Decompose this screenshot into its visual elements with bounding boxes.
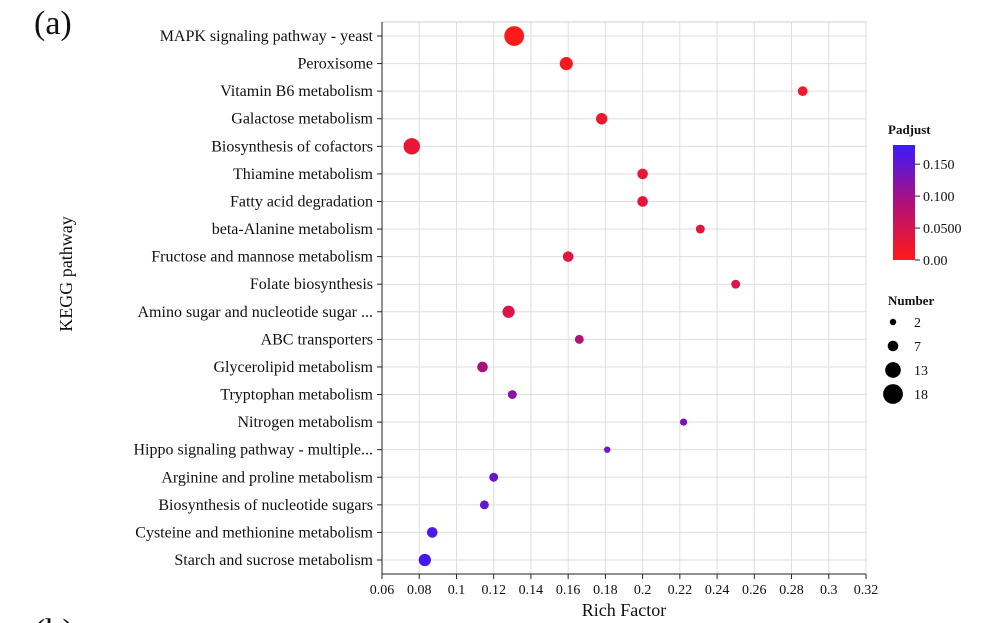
- data-point: [403, 138, 421, 155]
- data-point: [418, 553, 431, 567]
- x-tick-label: 0.28: [779, 583, 804, 598]
- vertical-gridlines: [381, 22, 867, 574]
- pathway-label: Galactose metabolism: [231, 111, 373, 128]
- data-points: [403, 26, 808, 567]
- x-axis-ticks: [381, 574, 867, 579]
- pathway-label: Fructose and mannose metabolism: [151, 249, 373, 266]
- x-axis-title: Rich Factor: [582, 600, 666, 620]
- size-legend-dot: [887, 340, 899, 352]
- pathway-label: Folate biosynthesis: [250, 276, 373, 293]
- data-point: [574, 334, 584, 344]
- data-point: [489, 472, 499, 482]
- pathway-label: Amino sugar and nucleotide sugar ...: [138, 304, 374, 321]
- x-tick-label: 0.12: [481, 583, 506, 598]
- size-legend-title: Number: [888, 293, 934, 308]
- pathway-label: Nitrogen metabolism: [237, 414, 373, 431]
- number-size-legend: Number 2 7 13 18: [883, 293, 934, 404]
- x-tick-label: 0.2: [634, 583, 652, 598]
- size-legend-label: 2: [914, 316, 921, 331]
- size-legend-dot: [889, 318, 897, 326]
- size-legend-label: 7: [914, 340, 921, 355]
- color-legend-tick-label: 0.00: [923, 254, 948, 269]
- data-point: [797, 86, 808, 97]
- data-point: [559, 57, 573, 71]
- x-axis: 0.06 0.08 0.1 0.12 0.14 0.16 0.18 0.2 0.22 0.24 0.…: [370, 573, 879, 598]
- pathway-label: Thiamine metabolism: [233, 166, 374, 183]
- pathway-label: Starch and sucrose metabolism: [174, 552, 373, 569]
- pathway-label: Tryptophan metabolism: [220, 387, 373, 404]
- x-tick-label: 0.16: [556, 583, 581, 598]
- pathway-label: Biosynthesis of cofactors: [211, 138, 373, 155]
- data-point: [502, 305, 515, 318]
- x-tick-label: 0.14: [519, 583, 544, 598]
- data-point: [679, 418, 688, 426]
- size-legend-items: 2 7 13 18: [883, 316, 928, 404]
- color-legend-ticks: 0.00 0.0500 0.100 0.150: [915, 158, 962, 269]
- y-axis-ticks: [377, 35, 382, 561]
- pathway-label: Fatty acid degradation: [230, 193, 373, 210]
- pathway-label: beta-Alanine metabolism: [212, 221, 374, 238]
- x-tick-label: 0.32: [854, 583, 879, 598]
- y-axis-title: KEGG pathway: [56, 216, 76, 331]
- pathway-label: Vitamin B6 metabolism: [220, 83, 373, 100]
- color-legend-tick-label: 0.0500: [923, 222, 962, 237]
- size-legend-label: 13: [914, 364, 928, 379]
- panel-label: (a): [34, 5, 72, 42]
- x-tick-label: 0.24: [705, 583, 730, 598]
- data-point: [426, 527, 438, 538]
- data-point: [637, 196, 648, 207]
- plot-frame: [381, 21, 867, 575]
- data-point: [477, 361, 488, 373]
- x-axis-tick-labels: 0.06 0.08 0.1 0.12 0.14 0.16 0.18 0.2 0.22 0.24 0.…: [370, 583, 879, 598]
- x-tick-label: 0.3: [820, 583, 838, 598]
- plot-area: [381, 21, 867, 575]
- data-point: [731, 279, 741, 289]
- x-tick-label: 0.22: [668, 583, 693, 598]
- size-legend-dot: [885, 362, 901, 378]
- pathway-label: ABC transporters: [261, 331, 373, 348]
- y-axis: MAPK signaling pathway - yeast Peroxisome…: [133, 22, 383, 574]
- data-point: [504, 26, 525, 46]
- next-panel-label-fragment: (b): [34, 613, 74, 623]
- data-point: [695, 224, 705, 234]
- color-legend-tick-label: 0.150: [923, 158, 955, 173]
- pathway-label: Glycerolipid metabolism: [213, 359, 373, 376]
- data-point: [562, 251, 574, 262]
- horizontal-gridlines: [382, 35, 866, 561]
- pathway-label: Hippo signaling pathway - multiple...: [133, 442, 373, 459]
- data-point: [507, 390, 517, 399]
- size-legend-dot: [883, 384, 903, 404]
- x-tick-label: 0.06: [370, 583, 395, 598]
- x-tick-label: 0.08: [407, 583, 432, 598]
- x-tick-label: 0.26: [742, 583, 767, 598]
- data-point: [604, 446, 611, 453]
- data-point: [479, 500, 489, 510]
- pathway-label: Biosynthesis of nucleotide sugars: [158, 497, 373, 514]
- pathway-label: Cysteine and methionine metabolism: [135, 524, 373, 541]
- x-tick-label: 0.18: [593, 583, 618, 598]
- color-legend-title: Padjust: [888, 122, 931, 137]
- data-point: [595, 113, 608, 125]
- color-legend-tick-label: 0.100: [923, 190, 955, 205]
- y-axis-category-labels: MAPK signaling pathway - yeast Peroxisome…: [133, 28, 373, 569]
- pathway-label: Peroxisome: [297, 56, 373, 73]
- pathway-label: MAPK signaling pathway - yeast: [160, 28, 374, 45]
- size-legend-label: 18: [914, 388, 928, 403]
- x-tick-label: 0.1: [448, 583, 466, 598]
- data-point: [637, 168, 648, 180]
- pathway-label: Arginine and proline metabolism: [161, 469, 373, 486]
- color-legend-bar: [893, 145, 915, 260]
- padjust-color-legend: Padjust 0.00 0.0500 0.100 0.150: [888, 122, 962, 269]
